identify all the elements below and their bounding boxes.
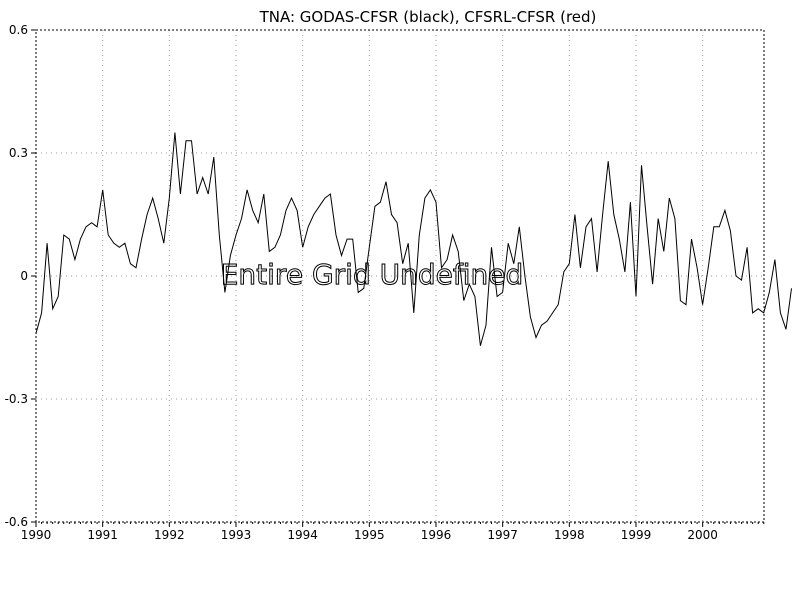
series-layer (35, 132, 792, 346)
x-tick-label: 1990 (21, 528, 52, 542)
chart-title: TNA: GODAS-CFSR (black), CFSRL-CFSR (red… (259, 8, 597, 26)
x-axis: 1990 1991 1992 1993 1994 1995 1996 1997 1998 1999… (21, 522, 765, 542)
x-tick-label: 1998 (554, 528, 585, 542)
x-tick-label: 1991 (87, 528, 118, 542)
series-line (35, 132, 792, 346)
x-tick-label: 1996 (421, 528, 452, 542)
plot-frame (35, 29, 765, 523)
x-tick-label: 1995 (354, 528, 385, 542)
y-tick-label: 0.3 (9, 146, 28, 160)
grid-lines (36, 30, 764, 522)
x-tick-label: 1992 (154, 528, 185, 542)
y-axis: -0.6 -0.3 0 0.3 0.6 (5, 23, 36, 529)
x-tick-label: 1997 (487, 528, 518, 542)
y-tick-label: -0.3 (5, 392, 28, 406)
y-tick-label: -0.6 (5, 515, 28, 529)
x-tick-label: 1999 (621, 528, 652, 542)
y-tick-label: 0 (20, 269, 28, 283)
x-tick-label: 1994 (287, 528, 318, 542)
x-tick-label: 2000 (687, 528, 718, 542)
y-tick-label: 0.6 (9, 23, 28, 37)
undefined-grid-message: Entire Grid Undefined (221, 258, 524, 291)
x-tick-label: 1993 (221, 528, 252, 542)
